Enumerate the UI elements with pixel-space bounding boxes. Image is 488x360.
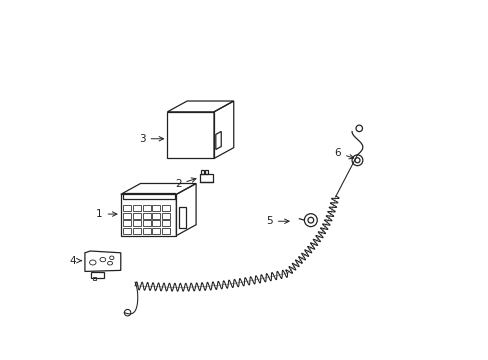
Text: 2: 2	[175, 178, 196, 189]
Bar	[122, 228, 131, 234]
Bar	[132, 205, 141, 211]
Bar	[122, 220, 131, 226]
Bar	[132, 220, 141, 226]
Bar	[152, 213, 160, 219]
Bar	[142, 213, 150, 219]
Bar	[142, 205, 150, 211]
Bar	[162, 220, 170, 226]
Text: 4: 4	[69, 256, 81, 266]
Text: 1: 1	[96, 209, 117, 219]
Bar	[122, 193, 174, 199]
Bar	[93, 277, 96, 280]
Bar	[199, 174, 213, 182]
Bar	[201, 170, 204, 174]
Bar	[142, 228, 150, 234]
Bar	[132, 228, 141, 234]
Bar	[162, 213, 170, 219]
Bar	[132, 213, 141, 219]
Bar	[152, 205, 160, 211]
Bar	[179, 207, 186, 228]
Text: 5: 5	[266, 216, 288, 226]
Bar	[91, 272, 104, 278]
Text: 3: 3	[139, 134, 163, 144]
Bar	[162, 228, 170, 234]
Bar	[152, 228, 160, 234]
Bar	[162, 205, 170, 211]
Bar	[122, 205, 131, 211]
Bar	[142, 220, 150, 226]
Bar	[122, 213, 131, 219]
Text: 6: 6	[334, 148, 353, 159]
Bar	[152, 220, 160, 226]
Bar	[205, 170, 208, 174]
